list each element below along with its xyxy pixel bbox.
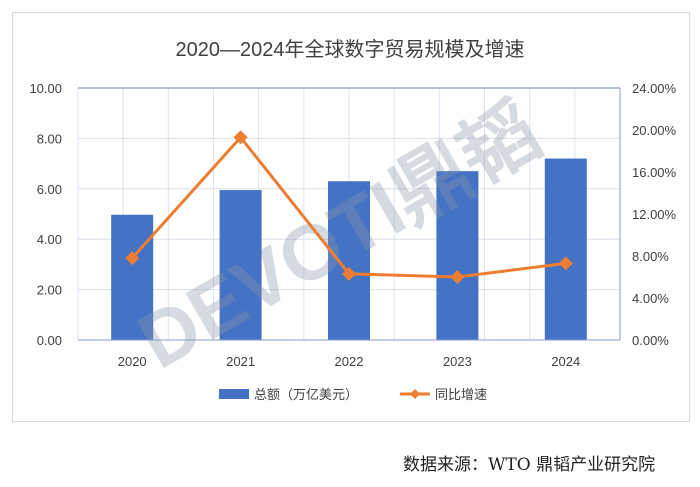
x-tick-label: 2021 — [226, 354, 255, 369]
legend-bar-label: 总额（万亿美元） — [254, 387, 358, 402]
y2-tick-label: 20.00% — [632, 123, 677, 138]
x-tick-label: 2024 — [551, 354, 580, 369]
bar-2024 — [544, 158, 587, 340]
bar-2022 — [328, 181, 370, 340]
y2-tick-label: 24.00% — [632, 81, 677, 96]
y-tick-label: 2.00 — [37, 283, 62, 298]
x-tick-label: 2020 — [118, 354, 147, 369]
y2-tick-label: 0.00% — [632, 333, 669, 348]
y-tick-label: 4.00 — [37, 232, 62, 247]
growth-point-2020 — [125, 251, 140, 266]
source-note: 数据来源：WTO 鼎韬产业研究院 — [403, 455, 656, 475]
y-tick-label: 0.00 — [37, 333, 62, 348]
legend-line-marker — [410, 389, 420, 399]
bar-2020 — [111, 214, 154, 340]
y2-tick-label: 8.00% — [632, 249, 669, 264]
bar-2021 — [219, 190, 262, 340]
y-tick-label: 8.00 — [37, 131, 62, 146]
x-tick-label: 2022 — [335, 354, 364, 369]
y2-tick-label: 12.00% — [632, 207, 677, 222]
growth-point-2023 — [450, 270, 465, 284]
legend-line-label: 同比增速 — [435, 387, 487, 402]
growth-point-2022 — [342, 266, 356, 281]
y-tick-label: 6.00 — [37, 182, 62, 197]
growth-point-2024 — [558, 256, 573, 271]
legend-bar-swatch — [219, 389, 249, 399]
chart-svg: 2020—2024年全球数字贸易规模及增速 DEVOTI鼎韬0.002.004.… — [29, 38, 677, 402]
growth-point-2021 — [233, 130, 248, 145]
y-tick-label: 10.00 — [29, 81, 62, 96]
x-tick-label: 2023 — [443, 354, 472, 369]
chart-title: 2020—2024年全球数字贸易规模及增速 — [176, 38, 525, 61]
y2-tick-label: 4.00% — [632, 291, 669, 306]
bar-2023 — [436, 171, 479, 340]
chart-frame — [12, 12, 690, 422]
y2-tick-label: 16.00% — [632, 165, 677, 180]
